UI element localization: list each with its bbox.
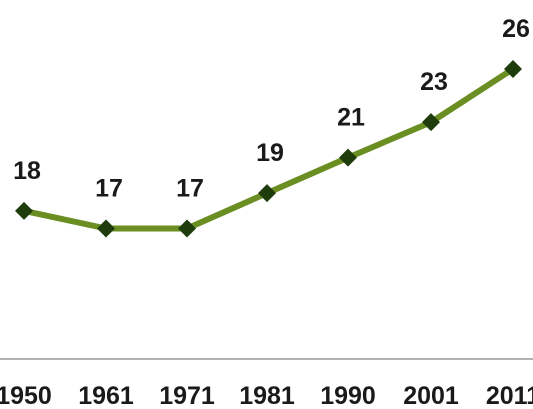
data-marker bbox=[178, 219, 196, 238]
data-label: 26 bbox=[502, 15, 530, 43]
x-tick-label: 2001 bbox=[403, 382, 459, 409]
data-label: 21 bbox=[337, 104, 365, 132]
x-tick-labels: 1950 1961 1971 1981 1990 2001 2011 bbox=[0, 382, 533, 409]
x-tick-label: 2011 bbox=[486, 382, 533, 409]
x-tick-label: 1961 bbox=[78, 382, 134, 409]
data-marker bbox=[339, 148, 357, 167]
data-marker bbox=[422, 113, 440, 132]
data-label: 17 bbox=[95, 175, 123, 203]
data-marker bbox=[97, 219, 115, 238]
data-label: 23 bbox=[420, 68, 448, 96]
data-marker bbox=[504, 60, 522, 78]
x-tick-label: 1981 bbox=[239, 382, 295, 409]
data-marker bbox=[15, 201, 33, 220]
data-labels: 18 17 17 19 21 23 26 bbox=[13, 15, 530, 203]
x-tick-label: 1971 bbox=[159, 382, 215, 409]
data-label: 17 bbox=[176, 175, 204, 203]
x-tick-label: 1950 bbox=[0, 382, 52, 409]
data-label: 19 bbox=[256, 139, 284, 167]
data-marker bbox=[258, 184, 276, 203]
data-markers bbox=[15, 60, 522, 238]
x-tick-label: 1990 bbox=[320, 382, 376, 409]
data-label: 18 bbox=[13, 157, 41, 185]
